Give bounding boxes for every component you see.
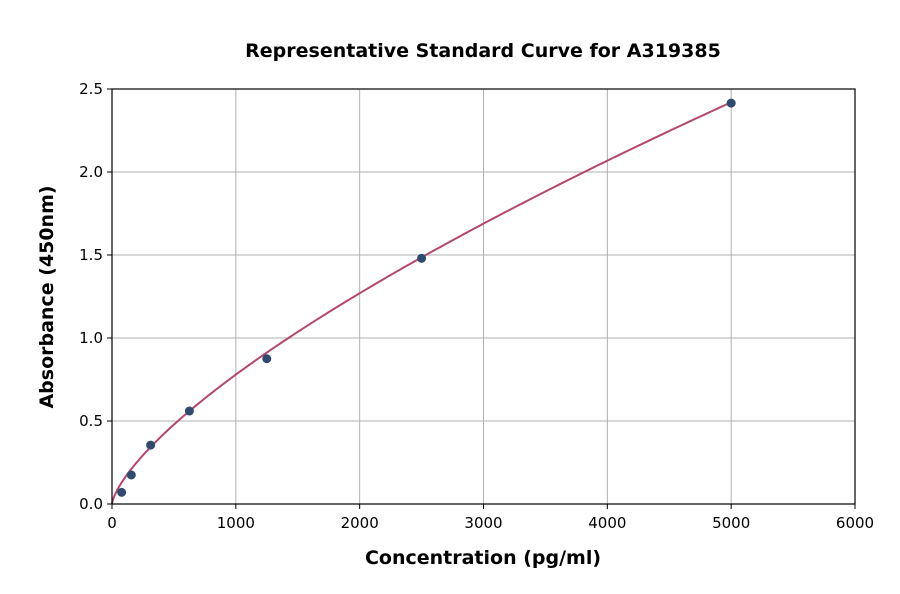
x-tick-label: 1000 xyxy=(217,514,255,532)
grid xyxy=(111,88,856,505)
fit-curve-group xyxy=(111,101,732,505)
x-axis-label: Concentration (pg/ml) xyxy=(365,547,601,569)
x-tick-label: 4000 xyxy=(588,514,626,532)
y-tick-label: 0.5 xyxy=(79,412,103,430)
x-tick-label: 3000 xyxy=(464,514,502,532)
fit-curve xyxy=(111,101,732,505)
data-point xyxy=(126,470,136,480)
y-axis-label: Absorbance (450nm) xyxy=(36,185,58,408)
x-tick-label: 2000 xyxy=(341,514,379,532)
data-point xyxy=(184,406,194,416)
x-tick-label: 6000 xyxy=(836,514,874,532)
y-tick-label: 2.0 xyxy=(79,163,103,181)
data-point xyxy=(726,98,736,108)
data-point xyxy=(146,440,156,450)
chart-title: Representative Standard Curve for A31938… xyxy=(245,40,721,62)
data-point xyxy=(417,253,427,263)
x-tick-label: 0 xyxy=(107,514,117,532)
x-ticks: 0 1000 2000 3000 4000 5000 6000 xyxy=(107,504,874,532)
y-tick-label: 0.0 xyxy=(79,495,103,513)
y-tick-label: 1.0 xyxy=(79,329,103,347)
data-points xyxy=(117,98,736,497)
y-tick-label: 2.5 xyxy=(79,80,103,98)
y-ticks: 0.0 0.5 1.0 1.5 2.0 2.5 xyxy=(79,80,112,513)
x-tick-label: 5000 xyxy=(712,514,750,532)
data-point xyxy=(262,354,272,364)
y-tick-label: 1.5 xyxy=(79,246,103,264)
data-point xyxy=(117,487,127,497)
